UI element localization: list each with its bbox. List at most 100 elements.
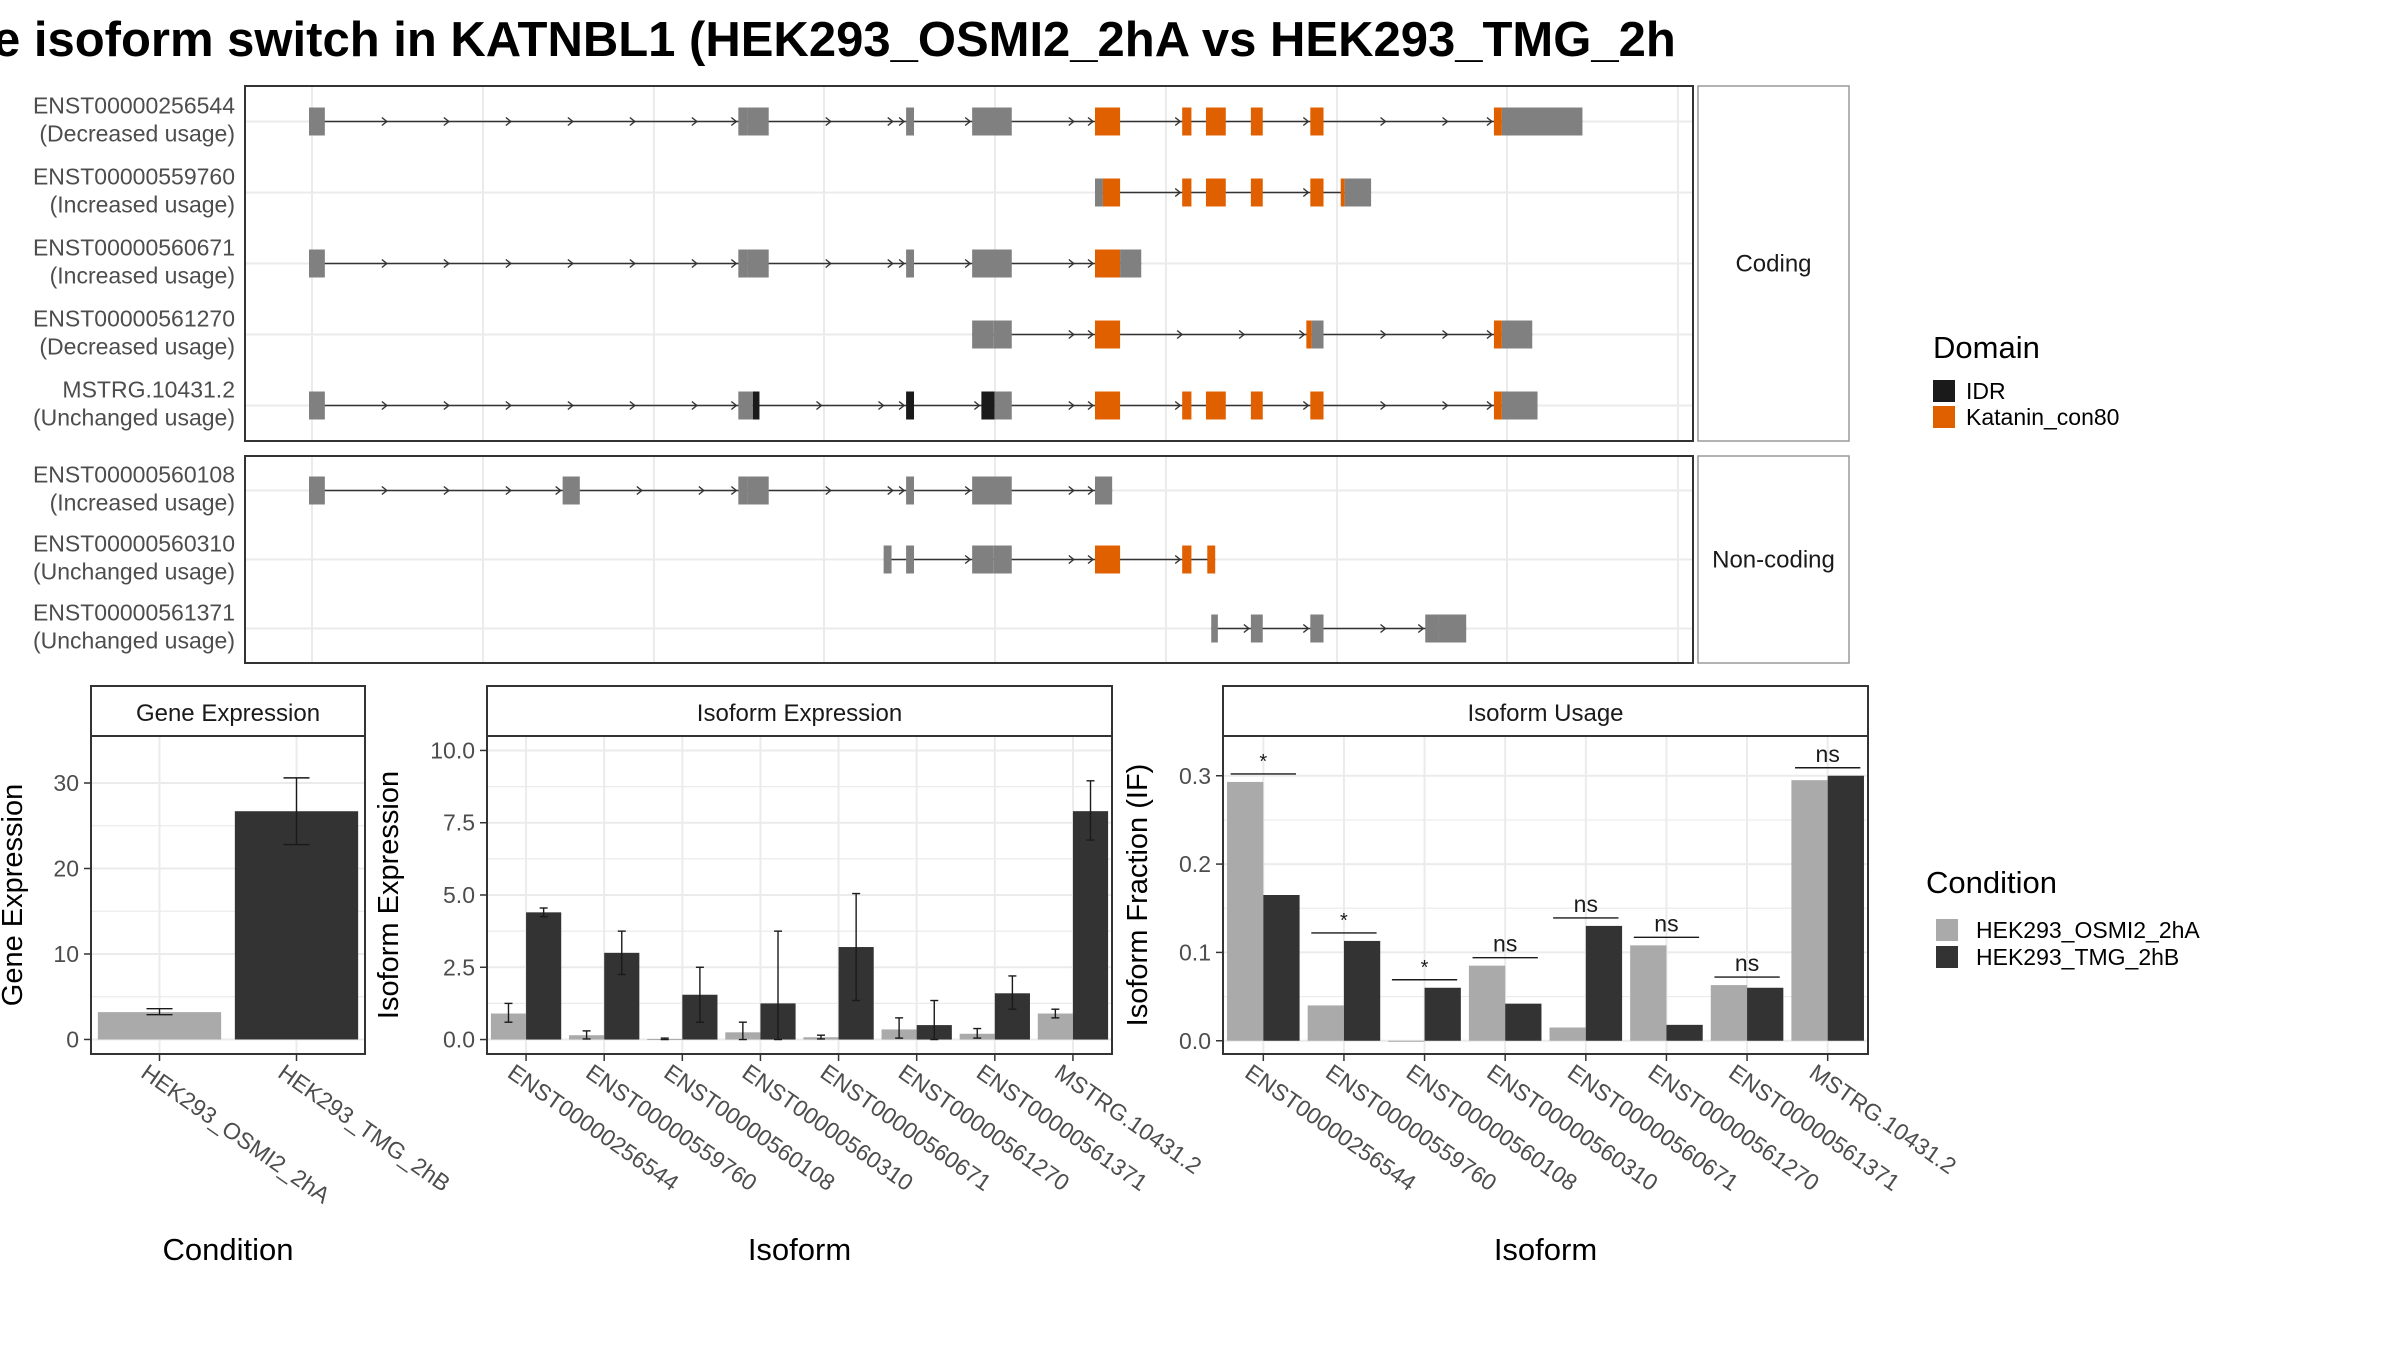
exon-block — [738, 107, 748, 136]
direction-arrow — [505, 485, 512, 496]
isoform-row: ENST00000559760(Increased usage) — [33, 164, 1372, 218]
isoform-id-label: ENST00000561270 — [33, 306, 235, 332]
exon-block — [1182, 107, 1192, 136]
direction-arrow — [1442, 329, 1449, 340]
exon-block — [1493, 107, 1502, 136]
direction-arrow — [1302, 116, 1310, 127]
exon-block — [972, 107, 1012, 136]
exon-block — [752, 391, 760, 420]
direction-arrow — [381, 485, 388, 496]
direction-arrow — [816, 400, 823, 411]
exon-block — [1250, 107, 1263, 136]
exon-block — [747, 107, 769, 136]
direction-arrow — [1087, 258, 1095, 269]
exon-block — [309, 476, 325, 505]
direction-arrow — [1176, 329, 1184, 340]
exon-block — [994, 391, 1012, 420]
isoform-row: ENST00000560310(Unchanged usage) — [33, 531, 1216, 585]
bar — [1263, 895, 1300, 1041]
direction-arrow — [964, 485, 972, 496]
isoform-id-label: ENST00000561371 — [33, 600, 235, 626]
isoform-id-label: ENST00000559760 — [33, 164, 235, 190]
direction-arrow — [1243, 623, 1250, 634]
direction-arrow — [1174, 554, 1182, 565]
bar — [1424, 987, 1461, 1041]
exon-block — [1211, 614, 1218, 643]
isoform-usage-label: (Unchanged usage) — [33, 405, 235, 431]
exon-block — [1501, 107, 1583, 136]
direction-arrow — [730, 116, 738, 127]
exon-block — [747, 476, 769, 505]
bar — [1666, 1024, 1703, 1041]
direction-arrow — [691, 258, 698, 269]
exon-block — [883, 545, 892, 574]
direction-arrow — [825, 485, 832, 496]
condition-legend-swatch — [1936, 946, 1958, 968]
exon-block — [1182, 178, 1192, 207]
direction-arrow — [1442, 400, 1449, 411]
exon-block — [1094, 545, 1121, 574]
isoform-id-label: ENST00000560108 — [33, 462, 235, 488]
isoform-usage-label: (Decreased usage) — [39, 121, 235, 147]
significance-label: ns — [1816, 741, 1840, 767]
exon-block — [1425, 614, 1439, 643]
direction-arrow — [1486, 116, 1494, 127]
exon-block — [1493, 320, 1502, 349]
direction-arrow — [730, 400, 738, 411]
direction-arrow — [567, 258, 574, 269]
y-tick-label: 0.3 — [1179, 763, 1211, 789]
direction-arrow — [629, 258, 636, 269]
structure-panel-border — [244, 85, 1694, 442]
exon-block — [1250, 178, 1263, 207]
direction-arrow — [443, 400, 450, 411]
bar — [234, 811, 359, 1040]
direction-arrow — [381, 116, 388, 127]
y-tick-label: 10.0 — [430, 737, 475, 763]
y-tick-label: 5.0 — [443, 882, 475, 908]
exon-block — [906, 249, 915, 278]
exon-block — [1310, 391, 1324, 420]
panel-strip-label: Non-coding — [1712, 547, 1835, 574]
direction-arrow — [1380, 329, 1387, 340]
figure-title: e isoform switch in KATNBL1 (HEK293_OSMI… — [0, 13, 1676, 67]
direction-arrow — [887, 116, 894, 127]
direction-arrow — [730, 258, 738, 269]
significance-label: * — [1340, 910, 1348, 932]
exon-block — [1310, 178, 1324, 207]
isoform-row: ENST00000561270(Decreased usage) — [33, 306, 1533, 360]
isoform-row: ENST00000561371(Unchanged usage) — [33, 600, 1467, 654]
direction-arrow — [964, 116, 972, 127]
direction-arrow — [505, 258, 512, 269]
exon-block — [309, 391, 325, 420]
exon-block — [738, 249, 748, 278]
bar — [1827, 775, 1864, 1041]
exon-block — [747, 249, 769, 278]
isoform-usage-label: (Unchanged usage) — [33, 559, 235, 585]
exon-block — [1205, 107, 1226, 136]
exon-block — [309, 249, 325, 278]
bar — [1505, 1003, 1542, 1041]
panel-strip — [1697, 85, 1850, 442]
direction-arrow — [691, 400, 698, 411]
direction-arrow — [1174, 116, 1182, 127]
exon-block — [1306, 320, 1312, 349]
isoform-row: ENST00000256544(Decreased usage) — [33, 93, 1583, 147]
direction-arrow — [1298, 329, 1306, 340]
direction-arrow — [629, 400, 636, 411]
isoform-id-label: ENST00000560310 — [33, 531, 235, 557]
exon-block — [1493, 391, 1502, 420]
direction-arrow — [443, 116, 450, 127]
isoform-id-label: MSTRG.10431.2 — [62, 377, 235, 403]
direction-arrow — [1238, 329, 1246, 340]
direction-arrow — [1417, 623, 1425, 634]
exon-block — [1501, 391, 1538, 420]
exon-block — [1120, 249, 1142, 278]
domain-legend-label: IDR — [1966, 378, 2006, 404]
significance-label: * — [1259, 751, 1267, 773]
bar — [1072, 811, 1109, 1040]
direction-arrow — [381, 400, 388, 411]
direction-arrow — [1302, 623, 1310, 634]
direction-arrow — [1087, 329, 1095, 340]
